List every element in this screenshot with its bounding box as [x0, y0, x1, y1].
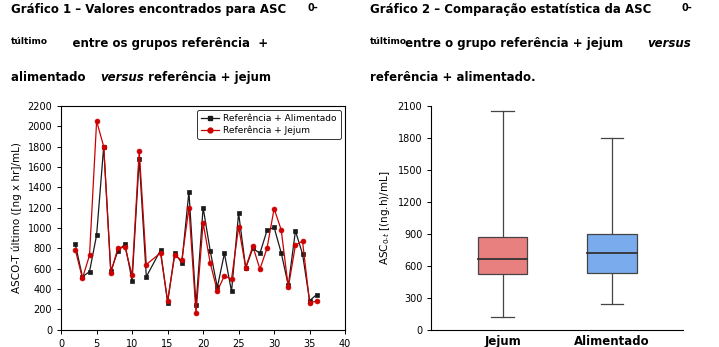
Text: 0-: 0- — [682, 3, 692, 13]
Text: túltimo: túltimo — [11, 36, 47, 45]
Legend: Referência + Alimentado, Referência + Jejum: Referência + Alimentado, Referência + Je… — [197, 110, 341, 139]
Text: entre os grupos referência  +: entre os grupos referência + — [55, 36, 268, 50]
Text: versus: versus — [647, 36, 691, 50]
Text: entre o grupo referência + jejum: entre o grupo referência + jejum — [400, 36, 627, 50]
Text: referência + alimentado.: referência + alimentado. — [370, 71, 536, 84]
Text: 0-: 0- — [308, 3, 318, 13]
Bar — [587, 234, 636, 273]
Text: versus: versus — [101, 71, 145, 84]
Bar — [478, 237, 527, 274]
Text: Gráfico 1 – Valores encontrados para ASC: Gráfico 1 – Valores encontrados para ASC — [11, 3, 286, 16]
Y-axis label: ASC$_{0\text{-}t}$ [(ng.h)/mL]: ASC$_{0\text{-}t}$ [(ng.h)/mL] — [378, 170, 392, 265]
Text: alimentado: alimentado — [11, 71, 89, 84]
Text: Gráfico 2 – Comparação estatística da ASC: Gráfico 2 – Comparação estatística da AS… — [370, 3, 651, 16]
Y-axis label: ASCO-T último ([ng x hr]/mL): ASCO-T último ([ng x hr]/mL) — [12, 142, 22, 293]
Text: referência + jejum: referência + jejum — [144, 71, 271, 84]
Text: túltimo: túltimo — [370, 36, 407, 45]
